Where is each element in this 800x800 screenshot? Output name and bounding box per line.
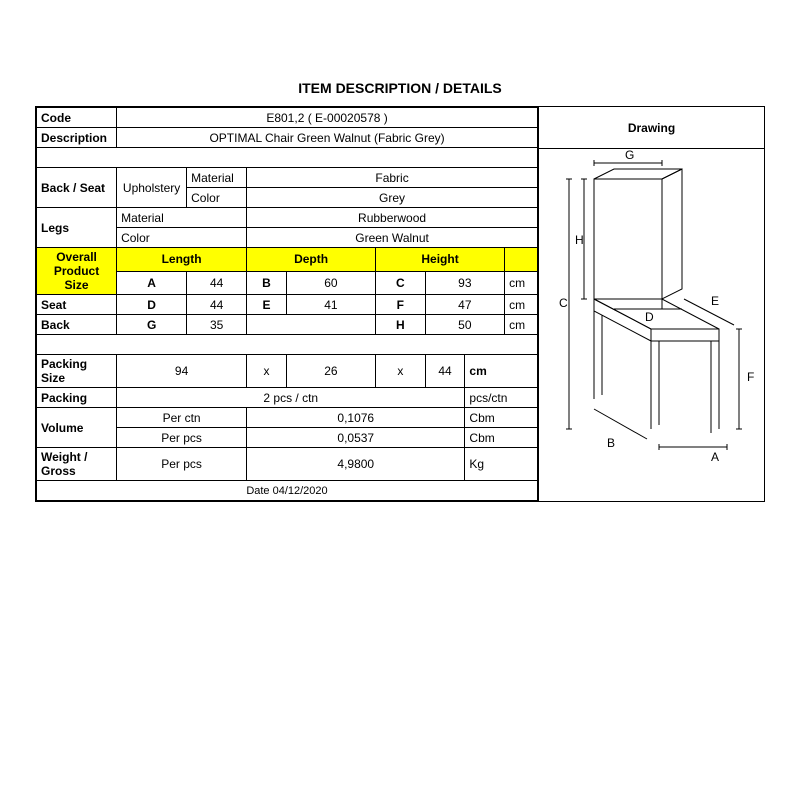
label-volume: Volume	[37, 408, 117, 448]
chair-drawing: G C H D E F A B	[539, 149, 764, 501]
unit-cbm1: Cbm	[465, 408, 538, 428]
label-overall: Overall Product Size	[37, 248, 117, 295]
unit-cm3: cm	[505, 315, 538, 335]
dwg-A: A	[711, 450, 719, 464]
vol-pcs: 0,0537	[247, 428, 465, 448]
dwg-D: D	[645, 310, 654, 324]
letter-B: B	[247, 271, 287, 295]
code-value: E801,2 ( E-00020578 )	[117, 108, 538, 128]
gap	[37, 148, 538, 168]
label-height: Height	[376, 248, 505, 272]
unit-cm2: cm	[505, 295, 538, 315]
letter-E: E	[247, 295, 287, 315]
label-seat: Seat	[37, 295, 117, 315]
gap2	[37, 335, 538, 355]
label-code: Code	[37, 108, 117, 128]
letter-G: G	[117, 315, 187, 335]
spec-table: Code E801,2 ( E-00020578 ) Description O…	[36, 107, 538, 501]
unit-cbm2: Cbm	[465, 428, 538, 448]
letter-D: D	[117, 295, 187, 315]
dwg-E: E	[711, 294, 719, 308]
letter-A: A	[117, 271, 187, 295]
dim-G: 35	[187, 315, 247, 335]
label-description: Description	[37, 128, 117, 148]
dim-A: 44	[187, 271, 247, 295]
description-value: OPTIMAL Chair Green Walnut (Fabric Grey)	[117, 128, 538, 148]
bs-color: Grey	[247, 188, 538, 208]
dim-B: 60	[286, 271, 375, 295]
ps-h: 44	[425, 355, 465, 388]
unit-pcsctn: pcs/ctn	[465, 388, 538, 408]
label-legs: Legs	[37, 208, 117, 248]
label-backseat: Back / Seat	[37, 168, 117, 208]
label-color2: Color	[117, 228, 247, 248]
label-packing-size: Packing Size	[37, 355, 117, 388]
spec-table-area: Code E801,2 ( E-00020578 ) Description O…	[36, 107, 539, 501]
date-footer: Date 04/12/2020	[37, 481, 538, 501]
ps-w: 26	[286, 355, 375, 388]
label-perpcs2: Per pcs	[117, 448, 247, 481]
vol-ctn: 0,1076	[247, 408, 465, 428]
weight-pcs: 4,9800	[247, 448, 465, 481]
packing-qty: 2 pcs / ctn	[117, 388, 465, 408]
dim-H: 50	[425, 315, 504, 335]
dim-F: 47	[425, 295, 504, 315]
dim-C: 93	[425, 271, 504, 295]
letter-H: H	[376, 315, 426, 335]
label-color1: Color	[187, 188, 247, 208]
label-length: Length	[117, 248, 247, 272]
unit-cm1: cm	[505, 271, 538, 295]
label-depth: Depth	[247, 248, 376, 272]
spec-sheet: Code E801,2 ( E-00020578 ) Description O…	[35, 106, 765, 502]
ps-l: 94	[117, 355, 247, 388]
dwg-C: C	[559, 296, 568, 310]
legs-material: Rubberwood	[247, 208, 538, 228]
drawing-header: Drawing	[539, 107, 764, 149]
dim-E: 41	[286, 295, 375, 315]
unit-kg: Kg	[465, 448, 538, 481]
label-packing: Packing	[37, 388, 117, 408]
label-material2: Material	[117, 208, 247, 228]
letter-C: C	[376, 271, 426, 295]
dim-D: 44	[187, 295, 247, 315]
bs-material: Fabric	[247, 168, 538, 188]
label-material1: Material	[187, 168, 247, 188]
drawing-panel: Drawing	[539, 107, 764, 501]
dwg-H: H	[575, 233, 584, 247]
legs-color: Green Walnut	[247, 228, 538, 248]
label-perctn: Per ctn	[117, 408, 247, 428]
label-perpcs1: Per pcs	[117, 428, 247, 448]
ps-x2: x	[376, 355, 426, 388]
label-upholstery: Upholstery	[117, 168, 187, 208]
unit-cm4: cm	[465, 355, 538, 388]
blank	[247, 315, 376, 335]
letter-F: F	[376, 295, 426, 315]
label-back: Back	[37, 315, 117, 335]
page-title: ITEM DESCRIPTION / DETAILS	[35, 80, 765, 96]
ps-x1: x	[247, 355, 287, 388]
blank-y	[505, 248, 538, 272]
label-weight: Weight / Gross	[37, 448, 117, 481]
dwg-F: F	[747, 370, 754, 384]
dwg-B: B	[607, 436, 615, 450]
dwg-G: G	[625, 149, 634, 162]
